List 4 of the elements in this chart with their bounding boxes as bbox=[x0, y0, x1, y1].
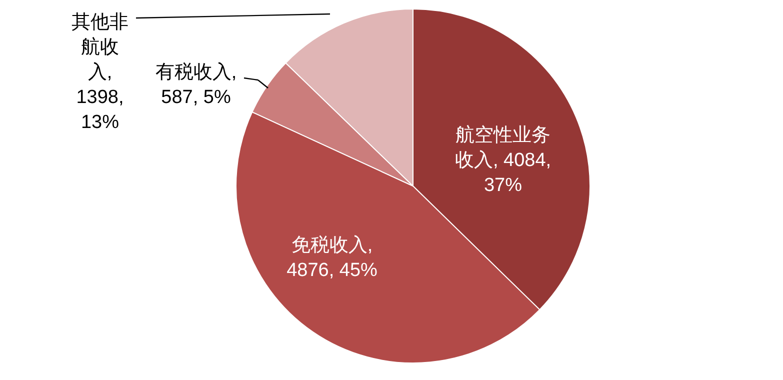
slice-label: 免税收入, 4876, 45% bbox=[286, 235, 378, 281]
slice-label: 航空性业务收入, 4084, 37% bbox=[454, 124, 552, 196]
slice-label: 有税收入, 587, 5% bbox=[155, 62, 237, 108]
slice-label: 其他非航收入, 1398, 13% bbox=[72, 12, 128, 133]
